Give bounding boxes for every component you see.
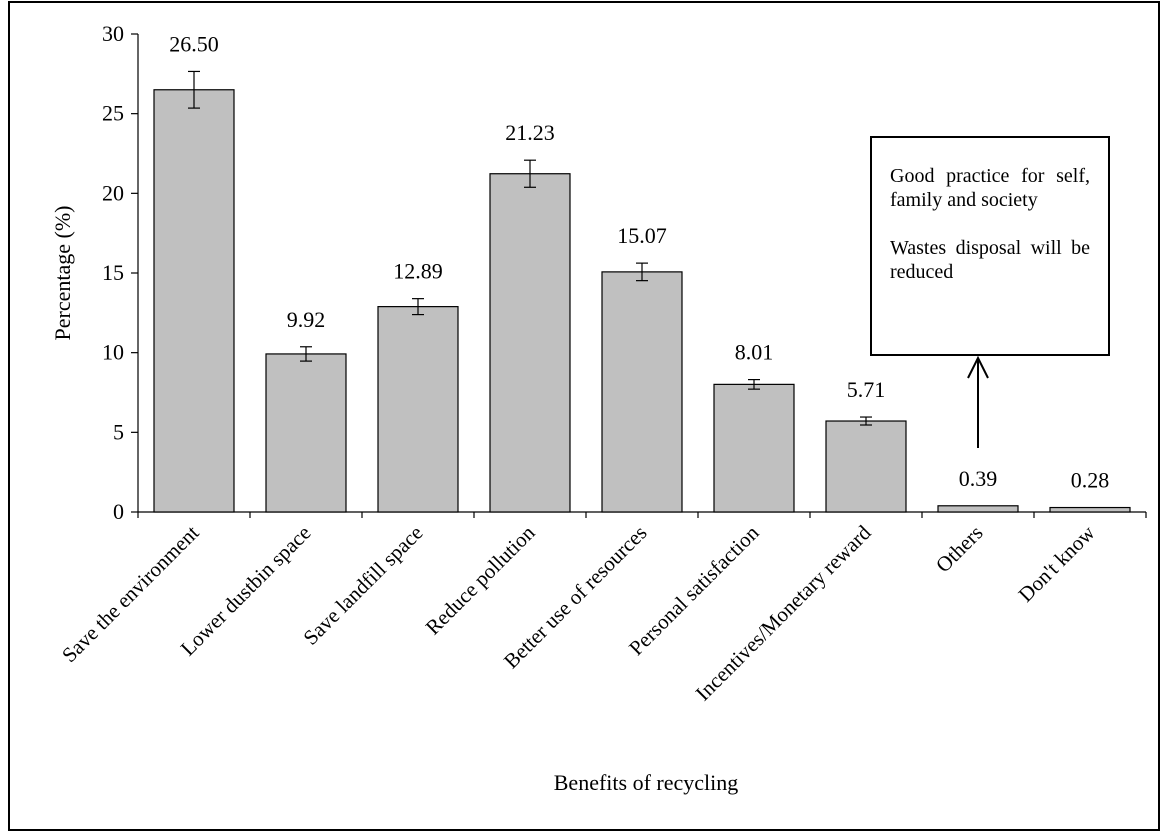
others-annotation-box: Good practice for self, family and socie… (870, 136, 1110, 356)
bar (265, 353, 347, 513)
bar (713, 383, 795, 513)
bar (601, 271, 683, 513)
x-tick-label: Save landfill space (298, 521, 427, 650)
data-label: 5.71 (847, 377, 886, 402)
data-label: 12.89 (393, 259, 443, 284)
data-label: 15.07 (617, 223, 667, 248)
data-label: 26.50 (169, 31, 219, 56)
y-tick-label: 20 (102, 180, 124, 205)
data-label: 21.23 (505, 120, 555, 145)
x-tick-label: Reduce pollution (421, 520, 540, 639)
bar (1049, 506, 1131, 513)
data-label: 8.01 (735, 340, 774, 365)
bar (937, 505, 1019, 513)
x-tick-label: Don't know (1013, 520, 1100, 607)
annotation-line-1: Good practice for self, family and socie… (890, 165, 1090, 211)
x-tick-label: Others (931, 521, 988, 578)
data-label: 9.92 (287, 307, 326, 332)
y-tick-label: 30 (102, 21, 124, 46)
bar (825, 420, 907, 513)
y-tick-label: 5 (113, 419, 124, 444)
annotation-arrow-head (967, 355, 989, 379)
x-axis-title: Benefits of recycling (554, 770, 739, 795)
bar (377, 306, 459, 513)
annotation-line-2: Wastes disposal will be reduced (890, 237, 1090, 283)
y-tick-label: 15 (102, 260, 124, 285)
bar (489, 173, 571, 513)
bar (153, 89, 235, 513)
y-tick-label: 10 (102, 340, 124, 365)
data-label: 0.39 (959, 466, 998, 491)
y-tick-label: 25 (102, 101, 124, 126)
y-tick-label: 0 (113, 499, 124, 524)
y-axis-title: Percentage (%) (50, 206, 75, 341)
data-label: 0.28 (1071, 468, 1110, 493)
